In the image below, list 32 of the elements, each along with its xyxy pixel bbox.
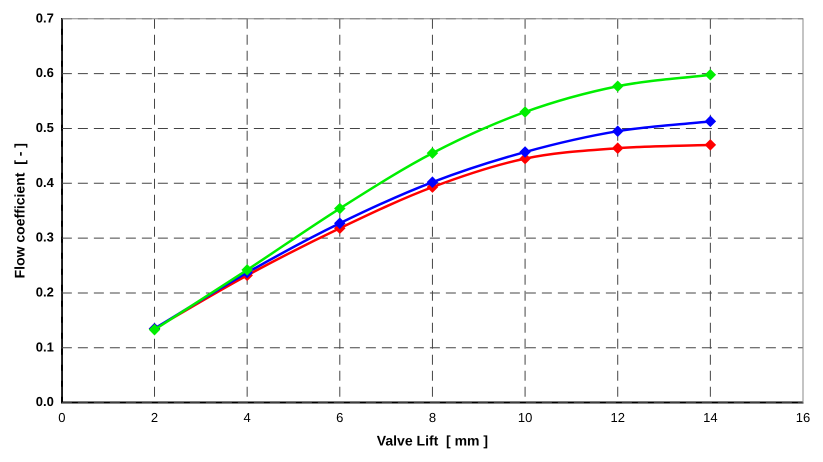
y-axis-title: Flow coefficient [ - ] — [11, 143, 28, 278]
x-axis-title: Valve Lift [ mm ] — [376, 432, 488, 448]
y-tick-label: 0.7 — [36, 10, 54, 26]
y-tick-label: 0.4 — [36, 174, 55, 190]
x-tick-label: 16 — [796, 410, 810, 425]
point — [242, 264, 252, 276]
x-tick-label: 6 — [336, 410, 344, 425]
x-tick-label: 8 — [428, 410, 436, 425]
x-tick-label: 14 — [703, 410, 718, 425]
point — [334, 203, 346, 214]
x-tick-label: 4 — [244, 410, 251, 425]
point — [612, 80, 623, 92]
point — [334, 218, 346, 229]
point — [612, 126, 623, 136]
point — [612, 142, 623, 154]
x-tick-label: 0 — [58, 410, 66, 425]
x-tick-label: 12 — [610, 410, 625, 425]
y-tick-label: 0.1 — [36, 339, 54, 354]
point — [520, 106, 530, 118]
y-tick-label: 0.0 — [36, 394, 54, 410]
y-tick-label: 0.6 — [36, 65, 54, 80]
y-tick-label: 0.3 — [36, 230, 54, 245]
point — [427, 176, 438, 188]
x-tick-label: 2 — [150, 410, 158, 425]
point — [520, 146, 530, 158]
point — [705, 140, 716, 150]
y-tick-label: 0.2 — [36, 284, 54, 300]
x-tick-label: 10 — [518, 410, 532, 425]
y-tick-label: 0.5 — [36, 120, 54, 136]
point — [705, 116, 716, 127]
point — [705, 69, 716, 80]
point — [427, 148, 438, 158]
